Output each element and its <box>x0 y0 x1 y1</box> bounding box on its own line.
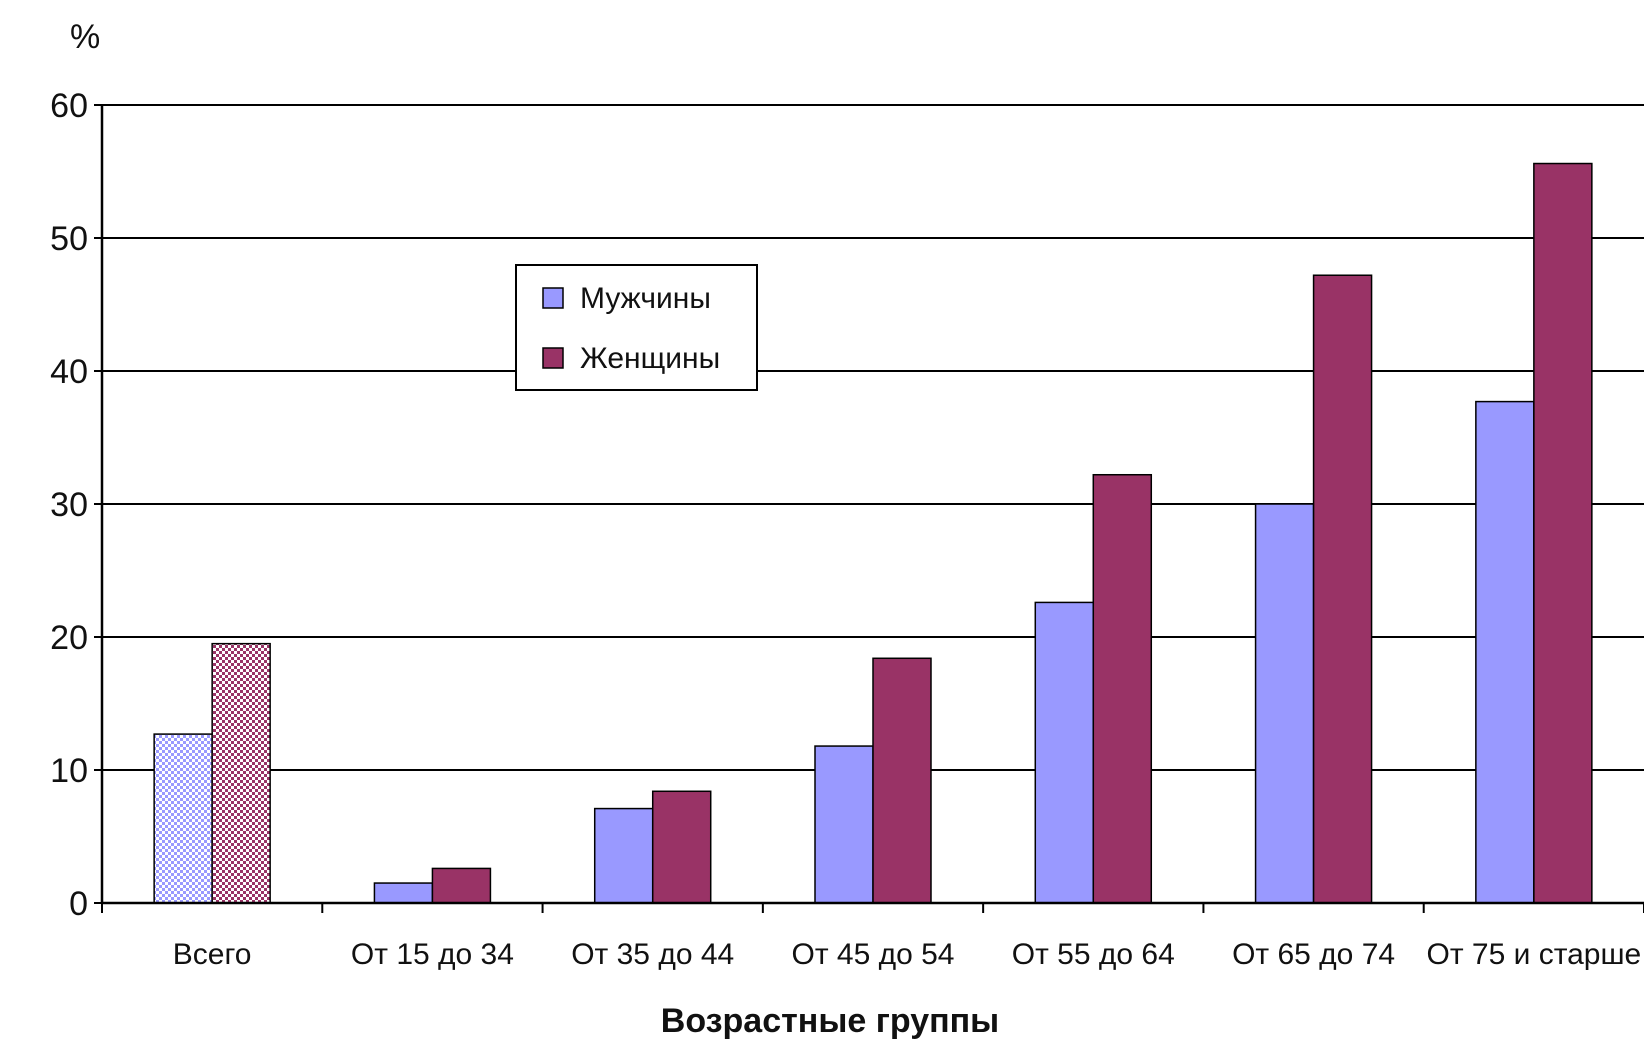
bar-men <box>1475 400 1535 904</box>
axes <box>94 104 1644 913</box>
bar-women <box>211 642 271 904</box>
bar-men <box>1254 503 1315 904</box>
y-tick-label: 40 <box>50 353 88 391</box>
y-tick-label: 60 <box>50 87 88 125</box>
bar-women <box>1312 274 1373 904</box>
x-tick-label: От 35 до 44 <box>571 938 734 971</box>
tick-labels: 0 10 20 30 40 50 60 Всего От 15 до 34 От 35 до 44… <box>50 87 1641 971</box>
legend: Мужчины Женщины <box>515 264 758 391</box>
bar-women <box>431 867 492 904</box>
y-axis-label: % <box>70 18 100 56</box>
x-axis-title: Возрастные группы <box>661 1002 999 1040</box>
x-tick-label: От 75 и старше <box>1426 938 1641 971</box>
y-tick-label: 10 <box>50 752 88 790</box>
bar-women <box>872 657 932 904</box>
legend-swatch-women <box>542 347 564 369</box>
y-tick-label: 30 <box>50 486 88 524</box>
x-tick-label: От 55 до 64 <box>1012 938 1175 971</box>
x-tick-label: От 65 до 74 <box>1232 938 1395 971</box>
bar-men <box>814 745 874 904</box>
bar-men <box>153 733 213 904</box>
legend-swatch-men <box>542 287 564 309</box>
x-tick-label: От 45 до 54 <box>791 938 954 971</box>
legend-label-men: Мужчины <box>580 282 711 315</box>
bar-women <box>1533 162 1593 904</box>
y-tick-label: 20 <box>50 619 88 657</box>
y-tick-label: 0 <box>69 885 88 923</box>
bar-men <box>373 882 434 904</box>
legend-label-women: Женщины <box>580 342 720 375</box>
legend-box <box>515 264 758 391</box>
y-tick-label: 50 <box>50 220 88 258</box>
bar-men <box>1034 601 1095 904</box>
x-tick-label: От 15 до 34 <box>351 938 514 971</box>
bar-women <box>651 790 712 904</box>
bars <box>153 162 1593 904</box>
bar-men <box>593 807 654 904</box>
x-tick-label: Всего <box>173 938 252 971</box>
bar-women <box>1092 473 1153 904</box>
